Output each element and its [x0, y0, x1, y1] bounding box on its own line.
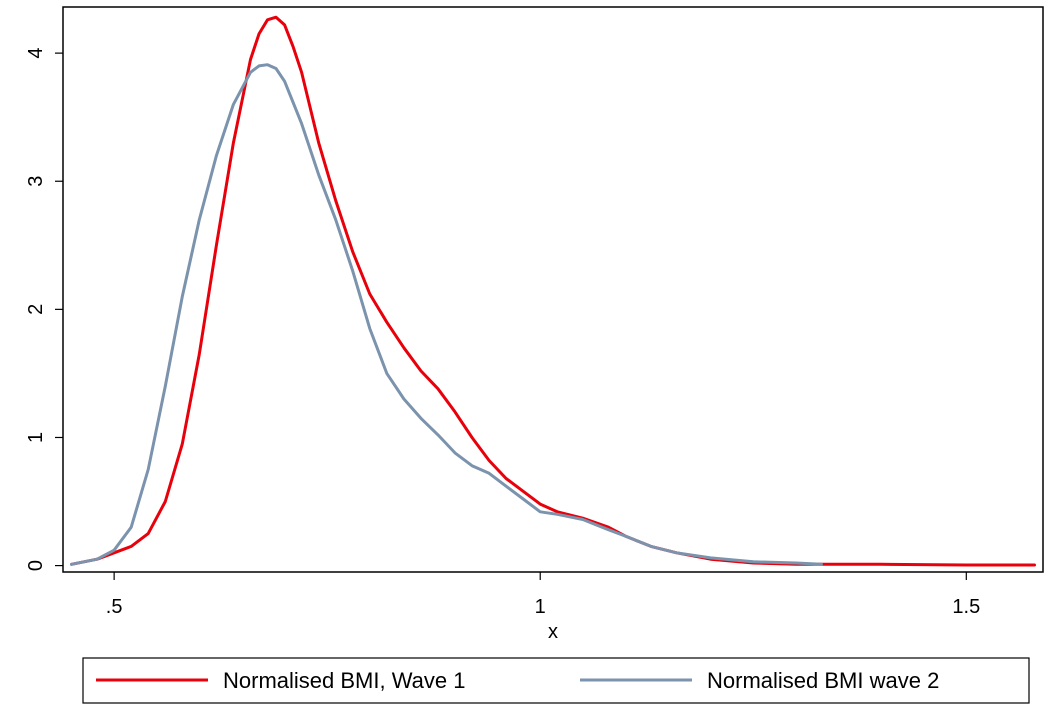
legend-label-wave-2: Normalised BMI wave 2	[707, 668, 939, 693]
x-axis-title: x	[548, 621, 558, 643]
y-tick-label: 3	[25, 176, 47, 187]
legend: Normalised BMI, Wave 1 Normalised BMI wa…	[82, 657, 1030, 704]
x-axis: .5 1 1.5	[106, 572, 980, 618]
series-layer	[70, 15, 1036, 567]
x-tick-label: .5	[106, 596, 123, 618]
y-axis: 0 1 2 3 4	[25, 48, 63, 571]
y-tick-label: 2	[25, 304, 47, 315]
plot-frame	[62, 6, 1044, 573]
x-tick-label: 1.5	[952, 596, 980, 618]
series-line-wave-2	[70, 63, 823, 566]
x-tick-label: 1	[535, 596, 546, 618]
y-tick-label: 0	[25, 560, 47, 571]
y-tick-label: 1	[25, 432, 47, 443]
y-tick-label: 4	[25, 48, 47, 59]
legend-frame	[82, 657, 1030, 704]
legend-label-wave-1: Normalised BMI, Wave 1	[223, 668, 465, 693]
